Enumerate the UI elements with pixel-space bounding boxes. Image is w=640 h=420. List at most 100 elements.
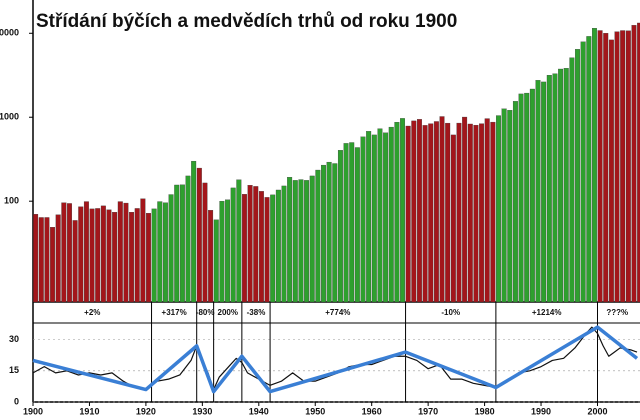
bar — [162, 202, 168, 303]
bar — [304, 180, 310, 303]
bar — [518, 93, 524, 303]
bar — [258, 191, 264, 303]
bar — [146, 213, 151, 303]
bar — [242, 194, 247, 303]
bar — [608, 39, 614, 303]
bar — [507, 110, 513, 303]
y-tick-label: 1000 — [0, 112, 19, 122]
bar — [95, 208, 101, 303]
bar — [433, 121, 439, 303]
bar — [225, 199, 231, 303]
y-tick-label: 0 — [14, 396, 19, 406]
bar — [591, 28, 597, 303]
bar — [337, 150, 343, 303]
bar — [89, 208, 95, 303]
x-tick-label: 1940 — [249, 406, 269, 416]
y-tick-label: 30 — [9, 334, 19, 344]
x-tick-label: 1910 — [79, 406, 99, 416]
bar — [315, 169, 321, 303]
x-tick-label: 1950 — [305, 406, 325, 416]
bar — [140, 198, 146, 303]
bar — [230, 187, 236, 303]
bar — [191, 160, 197, 303]
bar — [405, 125, 411, 303]
bar — [535, 80, 541, 303]
bar — [275, 189, 281, 303]
bar — [253, 186, 259, 303]
bar — [185, 175, 191, 303]
bar — [326, 161, 332, 303]
regime-label: +2% — [84, 308, 100, 317]
chart-title: Střídání býčích a medvědích trhů od roku… — [36, 11, 457, 32]
bar — [298, 179, 304, 303]
bar — [467, 123, 473, 303]
regime-label: -80% — [196, 308, 215, 317]
bar — [117, 201, 123, 303]
bar — [55, 214, 61, 303]
bar — [569, 57, 575, 303]
x-tick-label: 1980 — [475, 406, 495, 416]
bar — [428, 123, 434, 303]
bar — [134, 208, 140, 303]
bar — [309, 175, 315, 303]
bar — [354, 147, 360, 303]
x-tick-label: 1990 — [531, 406, 551, 416]
bar — [620, 30, 626, 303]
bar — [83, 201, 89, 303]
bar — [236, 179, 242, 303]
bar — [479, 123, 485, 303]
bar — [366, 131, 372, 303]
bar — [563, 68, 569, 303]
bar — [625, 30, 631, 303]
bar — [417, 119, 422, 303]
bar — [270, 194, 276, 303]
bar — [287, 177, 293, 303]
bar — [490, 121, 496, 303]
bar — [174, 184, 180, 303]
bar — [377, 128, 383, 303]
bar — [157, 201, 163, 303]
bar — [580, 41, 586, 303]
bar — [61, 202, 67, 303]
bar — [202, 182, 208, 303]
regime-label: +774% — [325, 308, 350, 317]
bar — [196, 167, 202, 303]
regime-label: 200% — [218, 308, 238, 317]
bar — [546, 75, 552, 303]
regime-label: -10% — [441, 308, 460, 317]
bar — [78, 206, 84, 303]
x-tick-label: 1920 — [136, 406, 156, 416]
bar — [343, 143, 349, 303]
pe-panel: 0 15 30 1900 1910 1920 1930 1940 1950 1960 1970 198… — [9, 302, 640, 416]
bar — [72, 220, 78, 303]
x-tick-label: 1960 — [362, 406, 382, 416]
bar — [558, 68, 564, 303]
bar — [450, 134, 456, 303]
bar — [292, 180, 298, 303]
x-tick-label: 2000 — [587, 406, 607, 416]
bar — [597, 30, 603, 303]
bar — [247, 185, 253, 303]
bar — [552, 73, 558, 303]
bar — [411, 120, 417, 303]
bar — [473, 124, 479, 303]
bar — [456, 122, 462, 303]
bar — [106, 209, 112, 303]
bar — [631, 25, 637, 303]
bar — [349, 142, 355, 303]
bar — [575, 49, 580, 303]
bar — [445, 122, 451, 303]
bar — [496, 115, 501, 303]
bar — [383, 132, 389, 303]
bar — [439, 116, 445, 303]
bar — [422, 125, 428, 303]
bar — [281, 185, 287, 303]
x-tick-label: 1900 — [23, 406, 43, 416]
bar — [586, 36, 592, 303]
bar — [179, 184, 185, 303]
bar — [321, 164, 326, 303]
bar — [484, 118, 490, 303]
bar — [219, 201, 225, 303]
